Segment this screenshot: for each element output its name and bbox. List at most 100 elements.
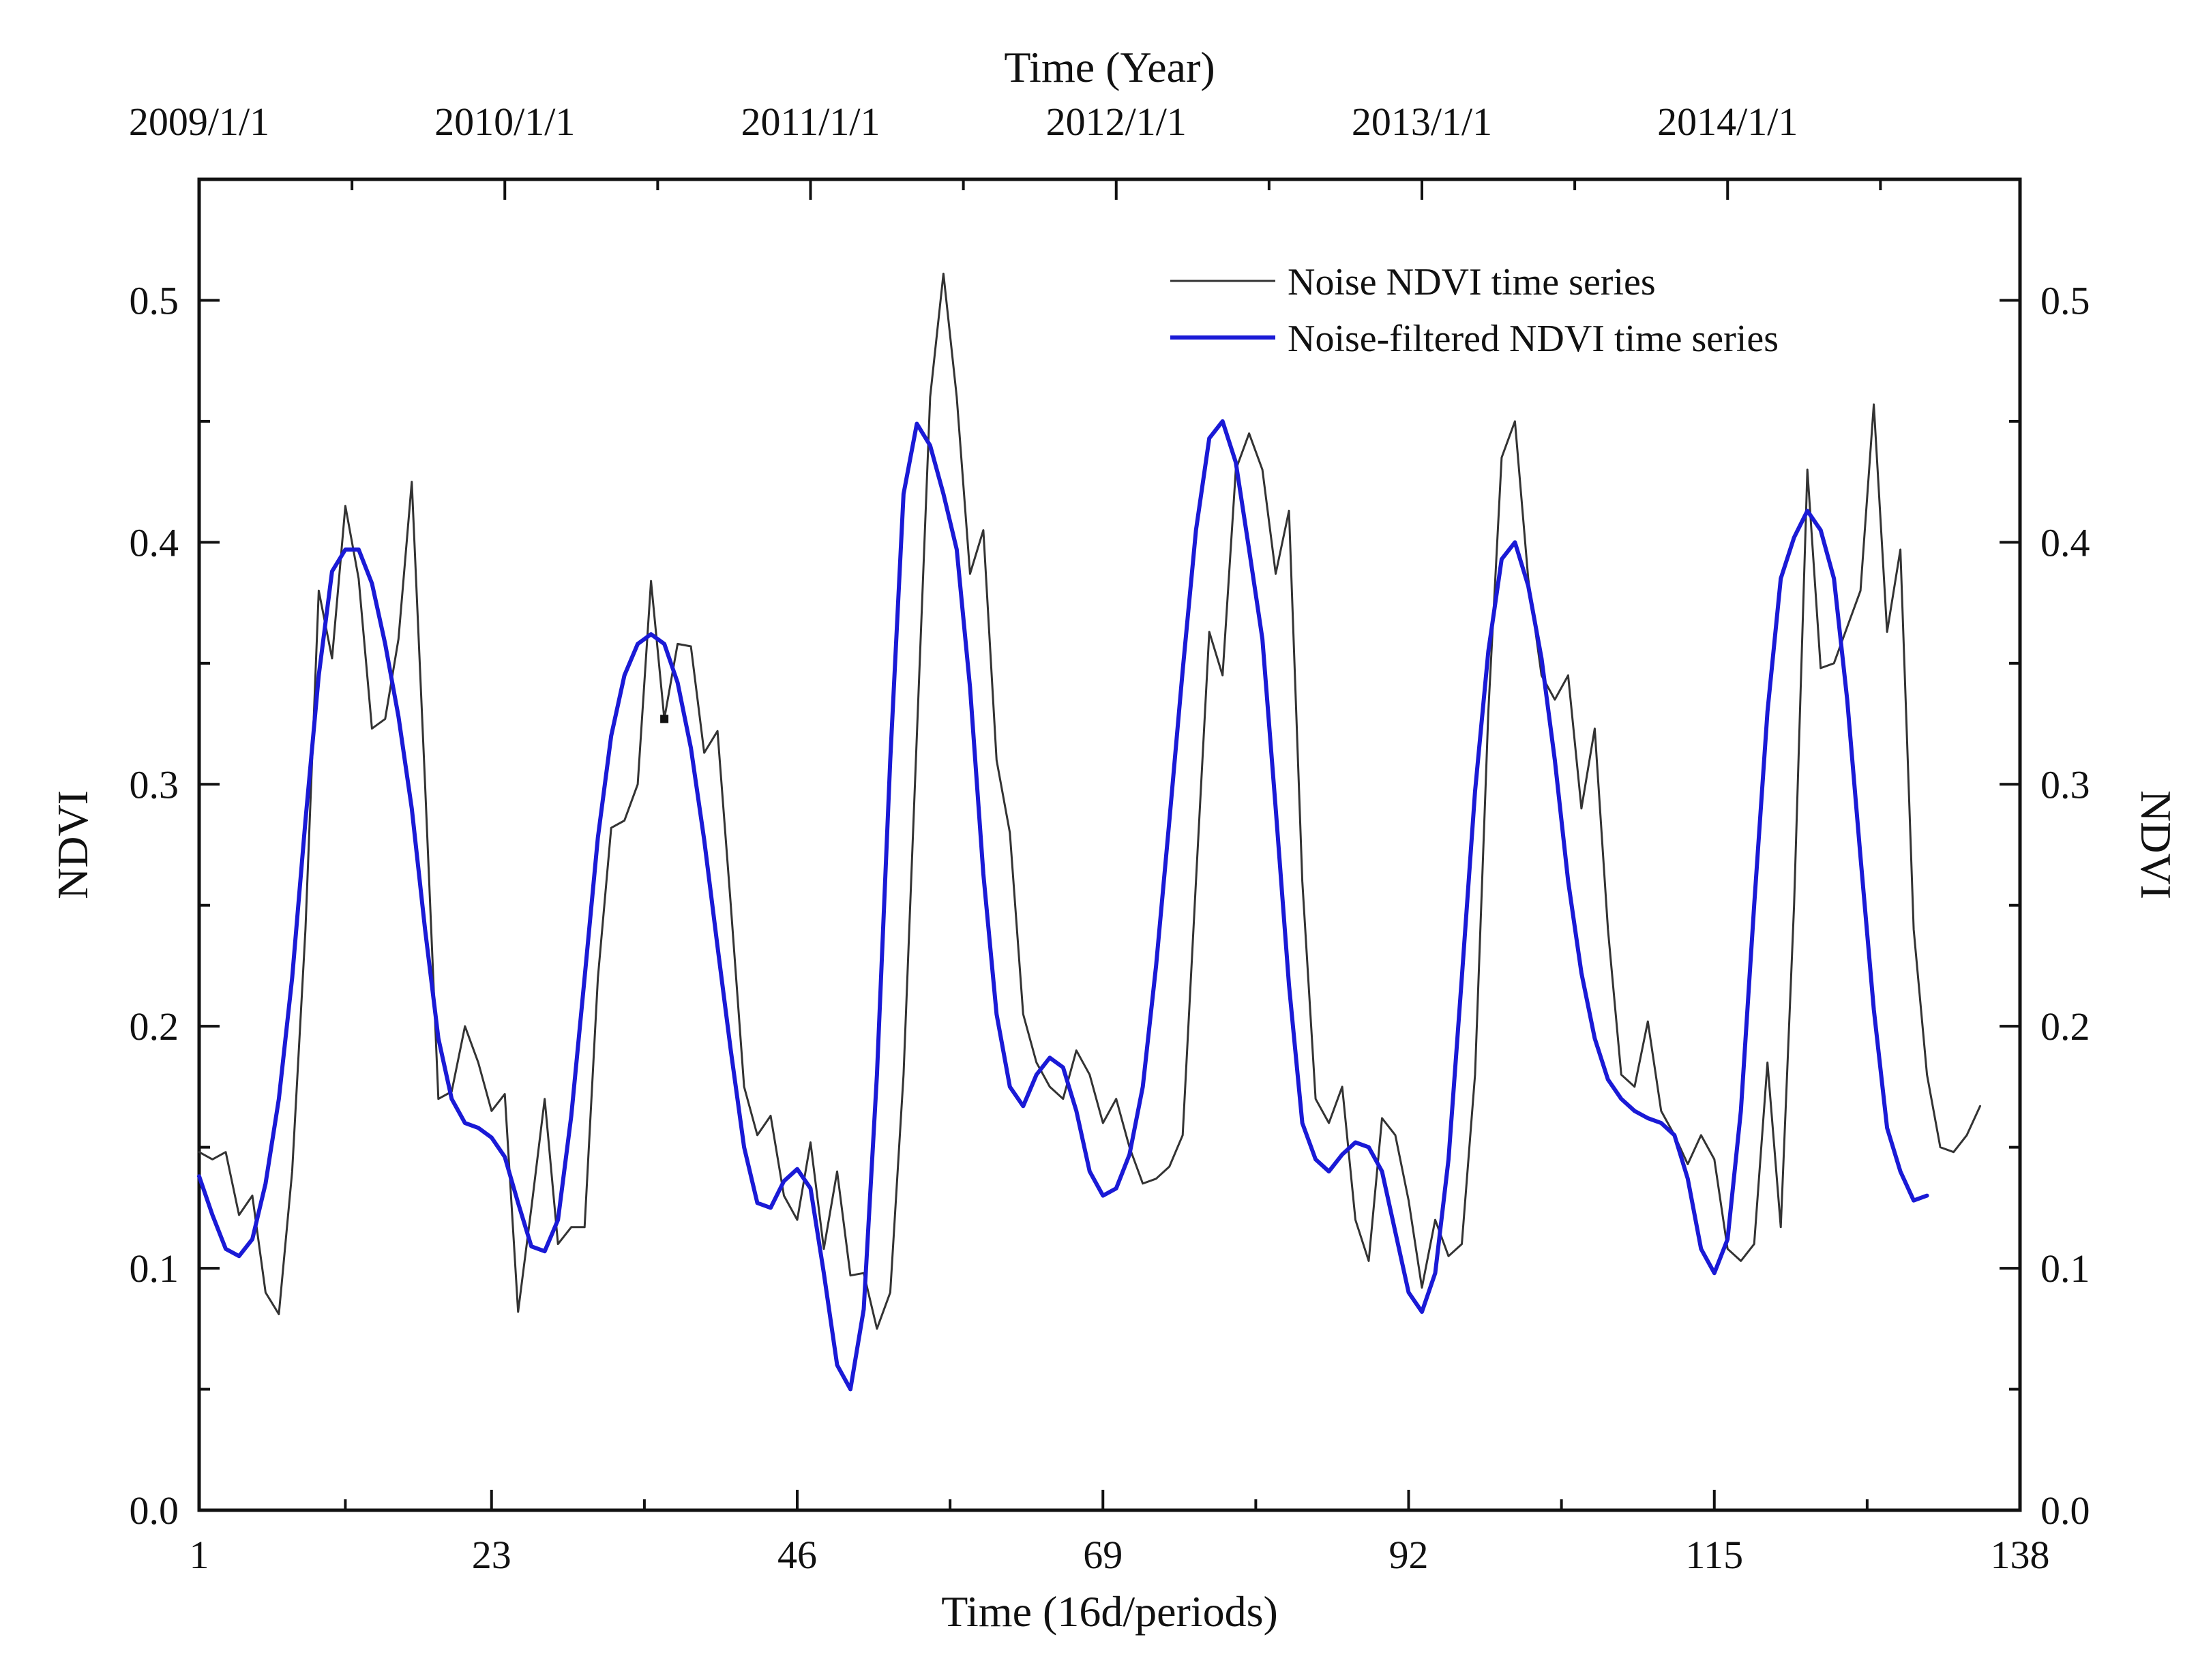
noise-data-point: [278, 1313, 280, 1315]
noise-data-point: [810, 1141, 812, 1143]
noise-data-point: [650, 580, 652, 582]
y-tick-label-left: 0.0: [130, 1488, 179, 1533]
noise-data-point: [318, 590, 320, 592]
filtered-data-point: [477, 1127, 479, 1129]
filtered-data-point: [1368, 1146, 1370, 1148]
filtered-series-line: [197, 419, 1929, 1392]
noise-data-point: [1248, 432, 1250, 434]
filtered-data-point: [1434, 1272, 1436, 1274]
filtered-data-point: [318, 674, 320, 676]
filtered-data-point: [1607, 1079, 1609, 1081]
noise-data-point: [703, 752, 705, 754]
filtered-data-point: [717, 946, 719, 948]
y-tick-label-right: 0.5: [2040, 278, 2090, 322]
noise-data-point: [1952, 1151, 1955, 1153]
noise-data-point: [1514, 420, 1516, 422]
noise-data-point: [265, 1291, 267, 1293]
legend-label-noise: Noise NDVI time series: [1288, 261, 1656, 303]
axis-ticks: [198, 179, 2021, 1512]
y-axis-title-right: NDVI: [2132, 790, 2180, 899]
filtered-data-point: [1009, 1085, 1011, 1088]
filtered-data-point: [1262, 638, 1264, 640]
top-axis-title: Time (Year): [1004, 43, 1215, 91]
noise-data-point: [557, 1243, 559, 1245]
noise-data-point: [1753, 1243, 1755, 1245]
noise-data-point: [690, 645, 692, 647]
noise-data-point: [1102, 1122, 1104, 1124]
legend-label-filtered: Noise-filtered NDVI time series: [1288, 318, 1779, 360]
filtered-data-point: [557, 1219, 559, 1221]
filtered-data-point: [1275, 807, 1277, 809]
filtered-data-point: [743, 1146, 745, 1148]
noise-data-point: [1793, 904, 1795, 906]
y-tick-label-right: 0.1: [2040, 1246, 2090, 1291]
x-tick-label: 69: [1083, 1533, 1123, 1577]
filtered-data-point: [1129, 1154, 1131, 1156]
y-axis-title-left: NDVI: [48, 790, 97, 899]
noise-data-point: [849, 1274, 851, 1276]
noise-data-point: [1820, 667, 1822, 669]
filtered-data-point: [770, 1207, 772, 1209]
filtered-data-point: [344, 549, 346, 551]
filtered-data-point: [650, 633, 652, 635]
noise-data-point: [1341, 1085, 1343, 1088]
noise-data-point: [1886, 631, 1888, 633]
noise-data-point: [544, 1098, 546, 1100]
noise-data-point: [597, 977, 599, 979]
noise-data-point: [251, 1195, 253, 1197]
filtered-data-point: [1580, 972, 1582, 974]
filtered-data-point: [1860, 856, 1862, 858]
noise-data-point: [1142, 1182, 1144, 1184]
noise-data-point: [464, 1025, 466, 1028]
filtered-data-point: [822, 1272, 825, 1274]
noise-data-point: [1408, 1199, 1410, 1201]
noise-data-point: [331, 657, 333, 659]
annotation-layer: [660, 715, 669, 723]
filtered-data-point: [490, 1137, 492, 1139]
noise-data-point: [1421, 1287, 1423, 1289]
filtered-data-point: [437, 1037, 439, 1039]
y-tick-label-left: 0.1: [130, 1246, 179, 1291]
noise-data-point: [1447, 1255, 1449, 1257]
y-tick-label-left: 0.2: [130, 1004, 179, 1049]
noise-data-point: [637, 783, 639, 785]
noise-data-point: [344, 505, 346, 507]
noise-data-point: [1221, 674, 1223, 676]
top-tick-label: 2014/1/1: [1657, 100, 1798, 144]
noise-data-point: [1434, 1219, 1436, 1221]
filtered-data-point: [1554, 759, 1556, 761]
filtered-data-point: [384, 643, 386, 645]
noise-data-point: [490, 1110, 492, 1112]
filtered-data-point: [1208, 437, 1211, 439]
filtered-data-point: [1474, 790, 1476, 792]
noise-data-point: [1979, 1105, 1981, 1107]
filtered-data-point: [1381, 1171, 1383, 1173]
noise-data-point: [517, 1310, 519, 1312]
noise-data-point: [1262, 468, 1264, 470]
top-tick-label: 2013/1/1: [1352, 100, 1492, 144]
filtered-data-point: [916, 423, 918, 425]
filtered-data-point: [1926, 1195, 1928, 1197]
filtered-data-point: [1633, 1110, 1635, 1112]
top-tick-label: 2009/1/1: [129, 100, 269, 144]
filtered-data-point: [238, 1255, 240, 1257]
filtered-data-point: [1514, 541, 1516, 543]
filtered-data-point: [783, 1180, 785, 1182]
noise-data-point: [1660, 1110, 1662, 1112]
filtered-data-point: [797, 1168, 799, 1170]
filtered-data-point: [1142, 1085, 1144, 1088]
noise-data-point: [291, 1171, 293, 1173]
filtered-data-point: [544, 1250, 546, 1252]
noise-data-point: [1022, 1013, 1024, 1015]
filtered-data-point: [730, 1049, 732, 1051]
filtered-data-point: [1155, 965, 1157, 967]
noise-data-point: [1354, 1219, 1356, 1221]
filtered-data-point: [265, 1182, 267, 1184]
noise-data-point: [996, 759, 998, 761]
filtered-data-point: [942, 493, 945, 495]
filtered-data-point: [278, 1098, 280, 1100]
noise-data-point: [623, 820, 625, 822]
filtered-data-point: [1833, 578, 1835, 580]
y-tick-label-left: 0.4: [130, 520, 179, 565]
noise-data-point: [783, 1195, 785, 1197]
